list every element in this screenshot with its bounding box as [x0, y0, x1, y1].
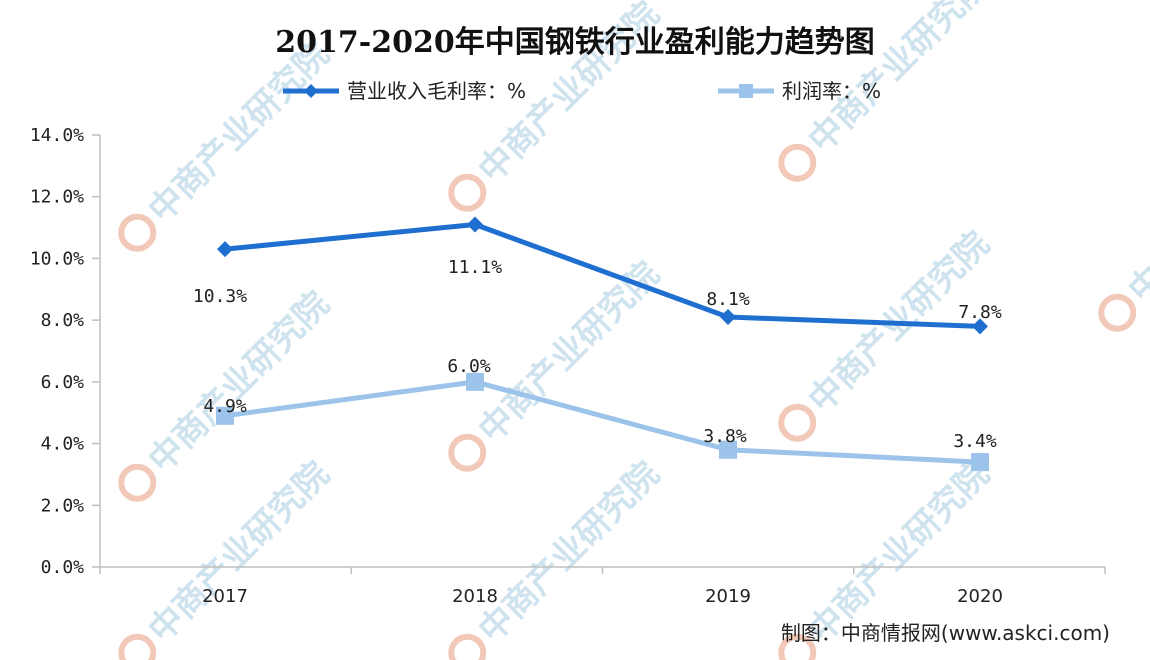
data-label: 7.8% [958, 302, 1002, 323]
data-point [216, 406, 234, 425]
watermark-text: 中商产业研究院 [1121, 114, 1150, 311]
series-line [224, 379, 981, 465]
y-tick-label: 10.0% [30, 248, 84, 269]
legend-label: 营业收入毛利率：% [347, 79, 526, 103]
data-label: 10.3% [193, 286, 247, 307]
data-point [972, 318, 988, 335]
data-point [719, 440, 737, 459]
legend-diamond-marker [304, 84, 318, 98]
chart-title: 2017-2020年中国钢铁行业盈利能力趋势图 [275, 25, 874, 60]
data-labels: 10.3% 11.1% 8.1% 7.8% 4.9% 6.0% 3.8% 3.4% [193, 257, 1002, 452]
watermark: 中商产业研究院 [448, 454, 668, 660]
watermark: 中商产业研究院 [1098, 114, 1150, 332]
x-tick-label: 2020 [957, 586, 1003, 607]
watermark-logo-icon [448, 173, 487, 212]
legend-label: 利润率：% [782, 79, 881, 103]
data-point [466, 372, 484, 391]
watermark-text: 中商产业研究院 [141, 34, 338, 231]
legend-square-marker [739, 84, 753, 98]
watermark-logo-icon [448, 633, 487, 660]
data-point [971, 453, 989, 472]
watermark: 中商产业研究院 [118, 454, 338, 660]
watermark-text: 中商产业研究院 [471, 454, 668, 651]
data-label: 11.1% [448, 257, 502, 278]
y-tick-label: 2.0% [41, 495, 85, 516]
watermark-logo-icon [118, 463, 157, 502]
watermark: 中商产业研究院 [778, 224, 997, 442]
series-line [224, 221, 981, 329]
watermark-logo-icon [778, 633, 817, 660]
watermark-text: 中商产业研究院 [141, 454, 338, 651]
legend: 营业收入毛利率：% 利润率：% [283, 79, 881, 103]
x-tick-label: 2019 [705, 586, 751, 607]
watermark-logo-icon [1098, 293, 1137, 332]
y-tick-label: 14.0% [30, 125, 84, 146]
watermark-logo-icon [118, 633, 157, 660]
data-point [217, 241, 233, 258]
watermark-text: 中商产业研究院 [141, 284, 338, 481]
y-tick-label: 12.0% [30, 187, 84, 208]
series-layer [216, 216, 989, 472]
watermark-logo-icon [778, 403, 817, 442]
y-tick-label: 4.0% [41, 434, 85, 455]
data-label: 4.9% [203, 396, 247, 417]
y-tick-label: 0.0% [41, 557, 85, 578]
data-label: 3.4% [953, 431, 997, 452]
data-label: 8.1% [706, 289, 750, 310]
source-credit: 制图：中商情报网(www.askci.com) [781, 621, 1110, 645]
watermark: 中商产业研究院 [118, 34, 338, 252]
axis-ticks: 0.0% 2.0% 4.0% 6.0% 8.0% 10.0% 12.0% 14.0% 2017 2… [30, 125, 1106, 607]
y-tick-label: 6.0% [41, 372, 85, 393]
watermark-logo-icon [118, 213, 157, 252]
watermark-logo-icon [448, 433, 487, 472]
y-tick-label: 8.0% [41, 310, 85, 331]
data-label: 3.8% [703, 426, 747, 447]
data-point [467, 216, 483, 233]
data-point [720, 309, 736, 326]
x-tick-label: 2018 [452, 586, 498, 607]
data-label: 6.0% [447, 356, 491, 377]
watermark-logo-icon [778, 143, 817, 182]
x-tick-label: 2017 [202, 586, 248, 607]
